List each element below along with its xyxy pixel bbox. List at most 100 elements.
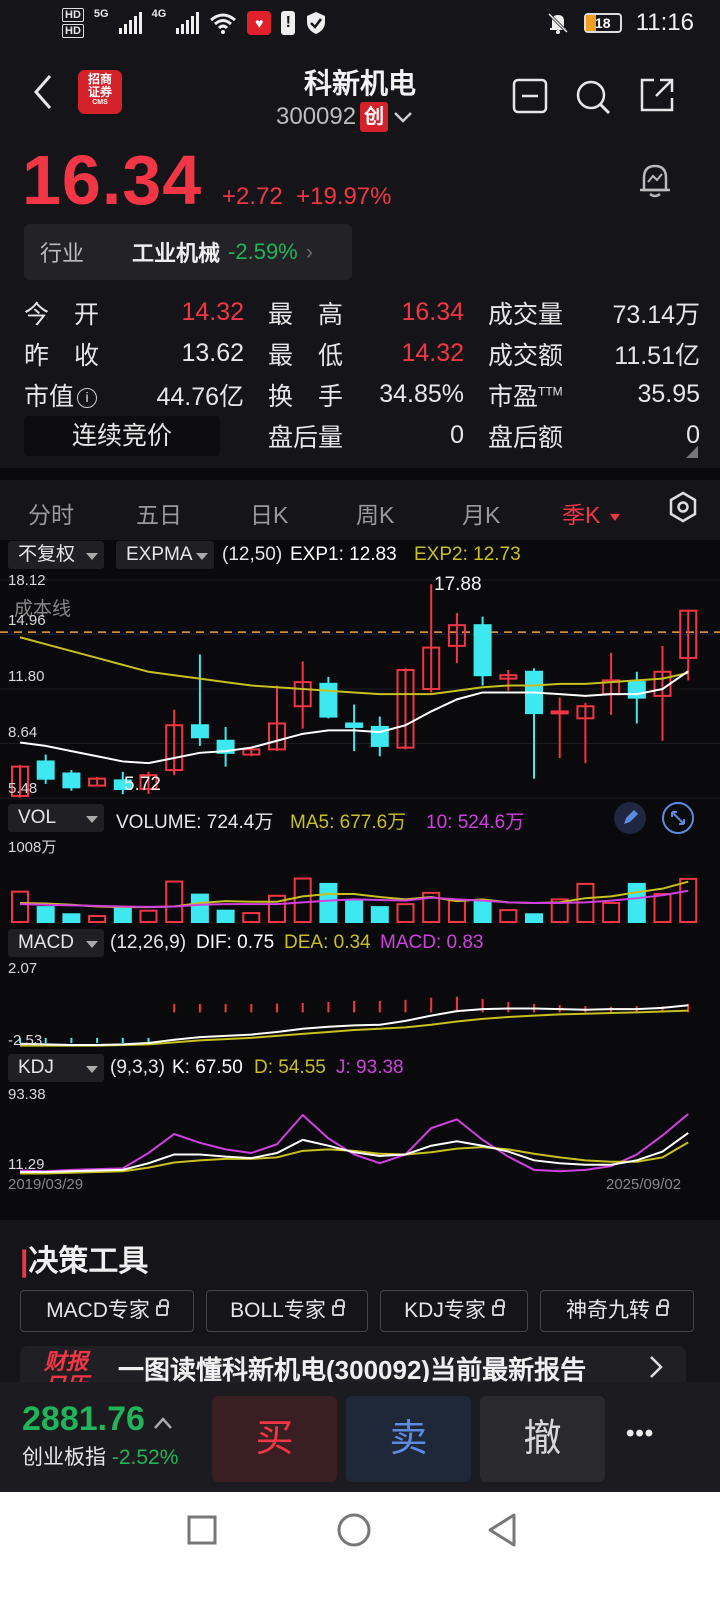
- candle-body: [345, 722, 364, 728]
- fullscreen-icon[interactable]: [662, 802, 694, 834]
- hd1-badge: HD: [62, 8, 84, 22]
- vol-ma5-readout: MA5: 677.6万: [290, 812, 407, 833]
- expand-corner-icon[interactable]: [686, 446, 698, 458]
- recent-apps-icon[interactable]: [186, 1514, 218, 1546]
- broker-logo-line2: 证券: [87, 85, 112, 99]
- index-up-arrow-icon: [154, 1417, 173, 1429]
- pe-sup: TTM: [538, 384, 563, 399]
- edit-indicator-icon[interactable]: [614, 802, 646, 834]
- volume-bar: [550, 898, 569, 923]
- vol-dropdown-label: VOL: [18, 807, 57, 828]
- adjust-dropdown[interactable]: 不复权: [8, 541, 104, 569]
- tab-intraday[interactable]: 分时: [28, 502, 74, 528]
- kline-svg[interactable]: [0, 570, 720, 1220]
- vol-ma10-line: [19, 889, 689, 908]
- boll-expert-button[interactable]: BOLL专家: [206, 1290, 368, 1332]
- dropdown-arrow-icon: [196, 553, 208, 560]
- volume-bar: [216, 909, 235, 924]
- back-arrow-icon[interactable]: [28, 72, 58, 112]
- turnover-value: 11.51亿: [614, 341, 700, 370]
- exp1-line: [19, 670, 689, 765]
- minimize-icon[interactable]: [512, 78, 548, 114]
- period-dropdown-icon: [610, 514, 620, 521]
- kdj-dropdown[interactable]: KDJ: [8, 1054, 104, 1082]
- candle-body: [139, 774, 158, 791]
- index-ticker[interactable]: 2881.76 创业板指 -2.52%: [22, 1400, 178, 1471]
- y-label-max: 18.12: [8, 572, 46, 589]
- signal2-icon: [176, 12, 200, 34]
- tab-weekly-k[interactable]: 周K: [356, 502, 395, 528]
- report-text: 一图读懂科新机电(300092)当前最新报告: [118, 1355, 587, 1385]
- candle-body: [576, 705, 595, 720]
- candle-body: [36, 760, 55, 780]
- tools-title-text: 决策工具: [28, 1245, 149, 1278]
- candle-body: [11, 765, 29, 797]
- indicator-dropdown[interactable]: EXPMA: [116, 541, 214, 569]
- lock-icon: [491, 1298, 505, 1316]
- macd-expert-button[interactable]: MACD专家: [20, 1290, 194, 1332]
- volume-value: 73.14万: [612, 300, 700, 329]
- prev-close-label: 昨 收: [24, 341, 100, 370]
- search-icon[interactable]: [574, 78, 612, 116]
- battery-level: 18: [594, 15, 611, 31]
- share-icon[interactable]: [638, 76, 676, 114]
- tab-monthly-k[interactable]: 月K: [462, 502, 501, 528]
- y-label-2: 14.96: [8, 612, 46, 629]
- volume-bar: [447, 899, 466, 924]
- kdj-params: (9,3,3): [110, 1057, 165, 1078]
- vol-dropdown[interactable]: VOL: [8, 804, 104, 832]
- magic-nine-button[interactable]: 神奇九转: [540, 1290, 694, 1332]
- candle-body: [447, 624, 466, 647]
- vol-ma10-readout: 10: 524.6万: [426, 812, 525, 833]
- volume-bar: [293, 877, 312, 923]
- price-alert-icon[interactable]: [636, 160, 674, 200]
- wifi-icon: [210, 13, 237, 34]
- macd-params: (12,26,9): [110, 932, 187, 953]
- tools-title: |决策工具: [20, 1236, 148, 1280]
- volume-bar: [499, 909, 518, 924]
- macd-dropdown-label: MACD: [18, 932, 74, 953]
- dropdown-arrow-icon: [86, 816, 98, 823]
- stock-code: 300092: [276, 103, 357, 130]
- volume-bar: [88, 915, 107, 923]
- candle-body: [293, 681, 312, 708]
- auction-status-button[interactable]: 连续竞价: [24, 415, 220, 456]
- sell-button[interactable]: 卖: [346, 1396, 471, 1482]
- index-name: 创业板指: [22, 1446, 106, 1469]
- back-icon[interactable]: [486, 1512, 518, 1548]
- volume-readout: VOLUME: 724.4万: [116, 812, 274, 833]
- macd-axis-bottom: -2.53: [8, 1032, 43, 1049]
- app-notification-icon: ♥: [247, 11, 272, 35]
- lock-icon: [155, 1298, 169, 1316]
- volume-bar: [268, 894, 286, 923]
- pe-value: 35.95: [637, 380, 700, 408]
- candle-body: [550, 710, 569, 715]
- buy-button[interactable]: 买: [212, 1396, 337, 1482]
- tab-quarterly-k[interactable]: 季K: [562, 502, 601, 528]
- dropdown-arrow-icon: [86, 941, 98, 948]
- kdj-expert-button[interactable]: KDJ专家: [380, 1290, 528, 1332]
- cancel-order-button[interactable]: 撤: [480, 1396, 605, 1482]
- more-button[interactable]: •••: [626, 1420, 655, 1447]
- info-icon[interactable]: i: [77, 387, 98, 408]
- tab-daily-k[interactable]: 日K: [250, 502, 289, 528]
- kline-chart-area: 不复权 EXPMA (12,50) EXP1: 12.83 EXP2: 12.7…: [0, 540, 720, 1220]
- candle-body: [113, 779, 132, 791]
- settings-icon[interactable]: [668, 490, 698, 524]
- home-icon[interactable]: [336, 1512, 372, 1548]
- industry-change: -2.59%: [228, 239, 298, 264]
- turnover-rate-label: 换 手: [268, 382, 344, 411]
- tab-five-day[interactable]: 五日: [136, 502, 182, 528]
- stock-code-selector[interactable]: 300092 创: [276, 102, 414, 132]
- volume-bar: [319, 882, 338, 923]
- after-amt-label: 盘后额: [488, 423, 564, 452]
- macd-readout: MACD: 0.83: [380, 932, 484, 953]
- date-start: 2019/03/29: [8, 1176, 84, 1193]
- volume-bar: [602, 901, 621, 924]
- candle-body: [190, 724, 209, 739]
- chevron-down-icon: [394, 112, 412, 123]
- volume-bar: [525, 913, 543, 923]
- industry-name: 工业机械: [132, 241, 221, 266]
- macd-dropdown[interactable]: MACD: [8, 929, 104, 957]
- industry-link[interactable]: 行业 工业机械 -2.59% ›: [24, 224, 352, 280]
